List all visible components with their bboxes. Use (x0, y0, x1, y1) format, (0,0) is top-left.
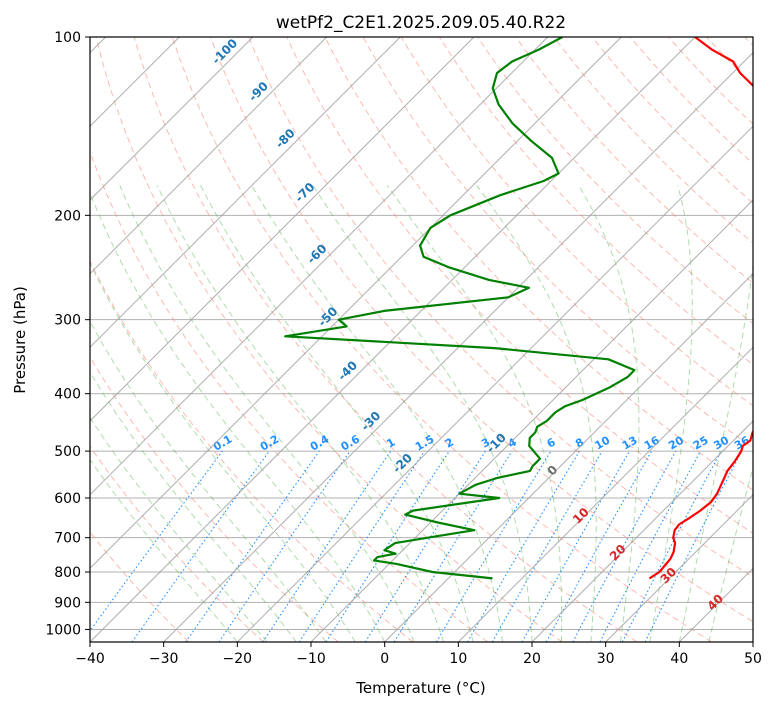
x-tick-label: 40 (670, 651, 688, 667)
moist-adiabat-line (0, 185, 237, 642)
dry-adiabat-line (0, 37, 264, 642)
y-tick-label: 800 (54, 565, 81, 581)
dry-adiabat-line (516, 37, 775, 642)
isotherm-line (164, 37, 769, 642)
mixing-ratio-label: 1.5 (413, 433, 436, 454)
x-tick-label: −20 (223, 651, 253, 667)
isotherm-line (0, 37, 253, 642)
isotherm-label: -20 (390, 451, 415, 476)
isotherm-line (311, 37, 775, 642)
mixing-ratio-line (299, 451, 424, 642)
isotherm-label: 30 (658, 565, 680, 587)
mixing-ratio-line (468, 451, 580, 642)
dry-adiabat-line (707, 37, 775, 642)
dry-adiabat-line (668, 37, 775, 642)
mixing-ratio-line (219, 451, 350, 642)
y-tick-label: 1000 (45, 622, 81, 638)
isotherm-line (90, 37, 695, 642)
isotherm-line (16, 37, 621, 642)
x-tick-label: 10 (449, 651, 467, 667)
mixing-ratio-label: 20 (666, 433, 686, 452)
y-tick-label: 500 (54, 444, 81, 460)
y-tick-label: 300 (54, 313, 81, 329)
isotherm-label: -40 (335, 358, 360, 383)
mixing-ratio-label: 2 (443, 436, 456, 451)
isotherm-label: 10 (570, 505, 592, 527)
mixing-ratio-label: 16 (642, 433, 662, 452)
chart-title: wetPf2_C2E1.2025.209.05.40.R22 (276, 13, 566, 33)
dewpoint-profile-line (285, 37, 634, 578)
x-tick-label: 20 (523, 651, 541, 667)
y-tick-label: 900 (54, 595, 81, 611)
isotherm-label: 40 (704, 591, 726, 613)
isotherm-label: -30 (358, 409, 383, 434)
y-axis-label: Pressure (hPa) (11, 286, 29, 394)
mixing-ratio-label: 0.6 (339, 432, 363, 453)
x-tick-label: −10 (296, 651, 326, 667)
mixing-ratio-label: 0.2 (258, 433, 281, 454)
mixing-ratio-line (263, 451, 391, 642)
x-axis-label: Temperature (°C) (355, 679, 485, 697)
isotherm-label: -70 (292, 180, 317, 205)
mixing-ratio-line (365, 451, 485, 642)
isotherm-label: 20 (607, 542, 629, 564)
mixing-ratio-line (573, 451, 676, 642)
x-tick-label: −40 (75, 651, 105, 667)
x-tick-label: 30 (597, 651, 615, 667)
y-tick-label: 700 (54, 531, 81, 547)
mixing-ratio-line (326, 451, 449, 642)
isotherm-label: -10 (484, 430, 509, 455)
mixing-ratio-label: 10 (593, 433, 613, 452)
x-tick-label: 50 (744, 651, 762, 667)
moist-adiabat-line (0, 185, 267, 642)
mixing-ratio-label: 1 (384, 436, 397, 451)
isotherm-line (679, 37, 775, 642)
mixing-ratio-label: 0.4 (308, 432, 332, 453)
dry-adiabat-line (745, 37, 775, 642)
y-tick-label: 600 (54, 491, 81, 507)
isotherm-label: -90 (246, 79, 271, 104)
isotherm-line (237, 37, 775, 642)
y-tick-label: 400 (54, 387, 81, 403)
moist-adiabat-line (709, 185, 775, 642)
moist-adiabat-line (7, 185, 296, 642)
isotherm-line (0, 37, 474, 642)
moist-adiabat-line (477, 185, 596, 642)
mixing-ratio-line (546, 451, 651, 642)
temperature-profile-line (649, 37, 775, 578)
x-tick-label: 0 (380, 651, 389, 667)
plot-frame (90, 37, 753, 642)
mixing-ratio-label: 6 (545, 435, 558, 450)
isotherm-line (753, 37, 775, 642)
mixing-ratio-label: 13 (620, 434, 640, 453)
isotherm-line (385, 37, 775, 642)
mixing-ratio-line (82, 451, 223, 642)
y-tick-label: 100 (54, 30, 81, 46)
isotherm-label: -100 (209, 36, 240, 67)
isotherm-label: -50 (315, 304, 340, 329)
isotherm-label: 0 (545, 463, 561, 479)
x-tick-label: −30 (149, 651, 179, 667)
isotherm-line (0, 37, 327, 642)
dry-adiabat-line (58, 37, 488, 642)
dry-adiabat-line (554, 37, 775, 642)
mixing-ratio-label: 4 (506, 435, 519, 450)
isotherm-label: -60 (304, 241, 329, 266)
mixing-ratio-label: 25 (691, 434, 711, 453)
y-tick-label: 200 (54, 208, 81, 224)
mixing-ratio-label: 30 (711, 433, 731, 452)
isotherm-line (532, 37, 775, 642)
moist-adiabat-line (201, 185, 474, 642)
